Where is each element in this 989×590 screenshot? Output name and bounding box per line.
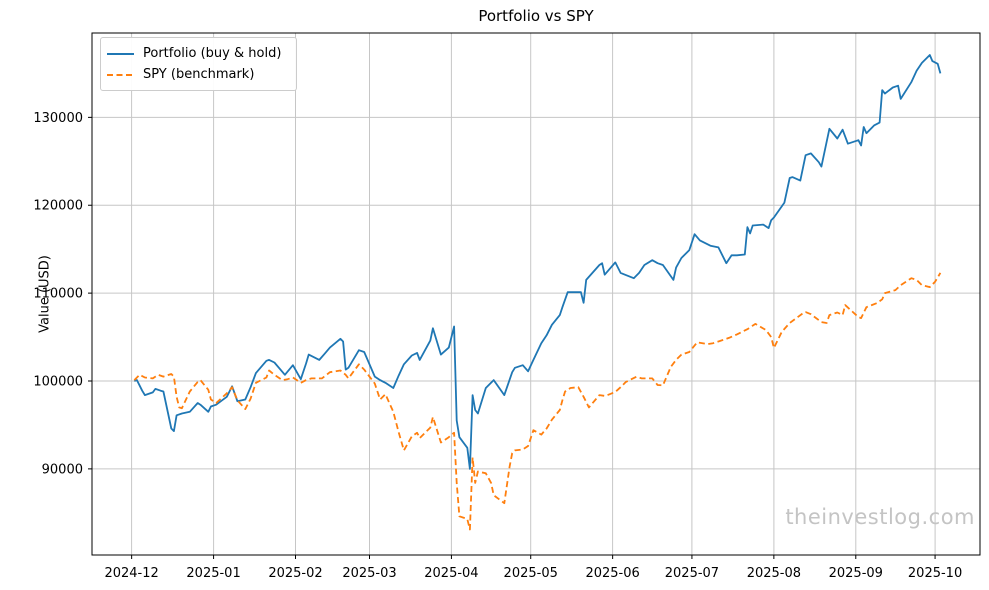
y-tick-label: 110000: [33, 287, 83, 302]
x-tick-label: 2025-08: [747, 566, 801, 581]
legend-entry-portfolio: Portfolio (buy & hold): [107, 43, 286, 64]
x-tick-label: 2025-04: [424, 566, 478, 581]
portfolio-line: [134, 54, 942, 470]
x-tick-label: 2025-02: [268, 566, 322, 581]
chart-title: Portfolio vs SPY: [478, 7, 594, 25]
x-tick-label: 2025-09: [829, 566, 883, 581]
x-tick-label: 2025-05: [504, 566, 558, 581]
spy-line: [133, 272, 942, 531]
y-tick-label: 130000: [33, 111, 83, 126]
x-tick-label: 2025-10: [908, 566, 962, 581]
watermark: theinvestlog.com: [785, 505, 975, 529]
spy-line-sample-icon: [107, 73, 134, 76]
legend-entry-spy: SPY (benchmark): [107, 64, 286, 85]
legend-label-spy: SPY (benchmark): [143, 67, 255, 82]
x-tick-label: 2024-12: [104, 566, 158, 581]
y-tick-label: 90000: [42, 462, 83, 477]
portfolio-line-sample-icon: [107, 52, 134, 55]
y-tick-label: 120000: [33, 199, 83, 214]
x-tick-label: 2025-03: [342, 566, 396, 581]
x-tick-label: 2025-06: [585, 566, 639, 581]
x-tick-label: 2025-01: [186, 566, 240, 581]
x-tick-label: 2025-07: [665, 566, 719, 581]
legend: Portfolio (buy & hold) SPY (benchmark): [100, 37, 297, 91]
axes-spines: [91, 32, 981, 556]
y-tick-label: 100000: [33, 375, 83, 390]
legend-label-portfolio: Portfolio (buy & hold): [143, 46, 282, 61]
